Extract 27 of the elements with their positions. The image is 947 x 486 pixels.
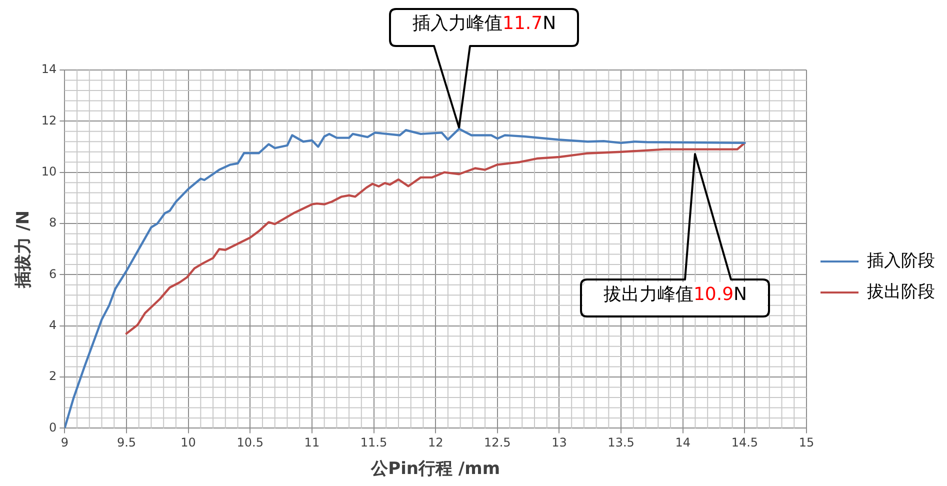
- x-tick-label: 11.5: [360, 436, 388, 450]
- x-tick-label: 11: [304, 436, 320, 450]
- x-tick-label: 12: [428, 436, 444, 450]
- legend-label: 拔出阶段: [867, 282, 935, 302]
- x-tick-label: 12.5: [484, 436, 511, 450]
- x-tick-label: 9: [60, 436, 68, 450]
- x-tick-label: 10.5: [236, 436, 264, 450]
- y-tick-label: 0: [49, 420, 57, 434]
- y-tick-label: 10: [41, 164, 57, 178]
- y-tick-label: 14: [41, 62, 57, 76]
- x-axis-title: 公Pin行程 /mm: [370, 459, 500, 480]
- annotation: 拔出力峰值10.9N: [603, 284, 747, 305]
- x-tick-label: 13.5: [608, 436, 634, 450]
- x-tick-label: 14.5: [731, 436, 758, 450]
- x-tick-label: 14: [675, 436, 690, 450]
- legend-label: 插入阶段: [867, 250, 935, 271]
- text: 插入力峰值11.7N: [412, 12, 556, 34]
- y-tick-label: 4: [49, 318, 57, 332]
- y-tick-label: 12: [41, 113, 57, 128]
- y-tick-label: 2: [49, 369, 57, 384]
- y-tick-label: 6: [49, 266, 57, 281]
- x-tick-label: 10: [180, 436, 196, 450]
- x-tick-label: 9.5: [116, 436, 136, 450]
- x-tick-label: 15: [798, 436, 814, 450]
- y-tick-label: 8: [49, 216, 57, 230]
- y-axis-title: 插拔力 /N: [14, 210, 34, 289]
- x-tick-label: 13: [552, 436, 567, 450]
